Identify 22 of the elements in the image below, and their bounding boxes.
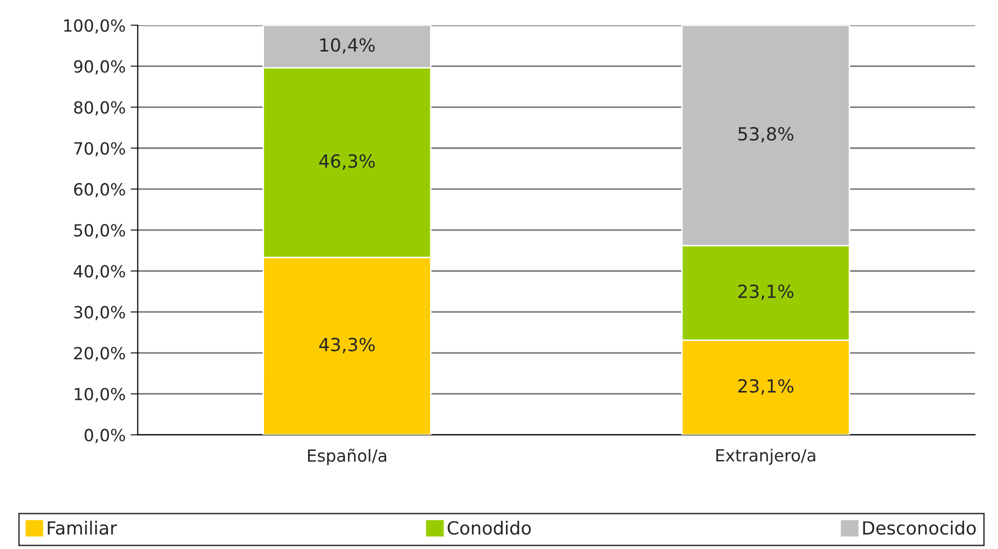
data-label: 43,3%: [319, 338, 375, 354]
data-label: 46,3%: [319, 154, 375, 170]
y-tick-label: 30,0%: [74, 306, 125, 320]
y-tick-label: 0,0%: [84, 428, 125, 444]
legend-label: Conodido: [448, 520, 531, 535]
y-tick-label: 90,0%: [74, 60, 125, 74]
x-tick-label: Extranjero/a: [716, 448, 816, 465]
y-tick-label: 20,0%: [74, 346, 125, 362]
y-tick-label: 70,0%: [74, 142, 125, 156]
y-tick-label: 100,0%: [64, 19, 125, 34]
x-tick-label: Español/a: [308, 448, 386, 466]
y-tick-label: 10,0%: [74, 388, 125, 402]
legend-label: Desconocido: [863, 520, 976, 535]
y-tick-label: 60,0%: [74, 183, 125, 198]
data-label: 23,1%: [738, 379, 794, 395]
y-tick-label: 40,0%: [74, 264, 125, 280]
data-label: 23,1%: [738, 284, 794, 300]
legend-label: Familiar: [48, 520, 118, 535]
data-label: 10,4%: [320, 38, 375, 54]
y-tick-label: 80,0%: [74, 101, 125, 116]
data-label: 53,8%: [738, 127, 794, 143]
y-tick-label: 50,0%: [74, 224, 125, 238]
